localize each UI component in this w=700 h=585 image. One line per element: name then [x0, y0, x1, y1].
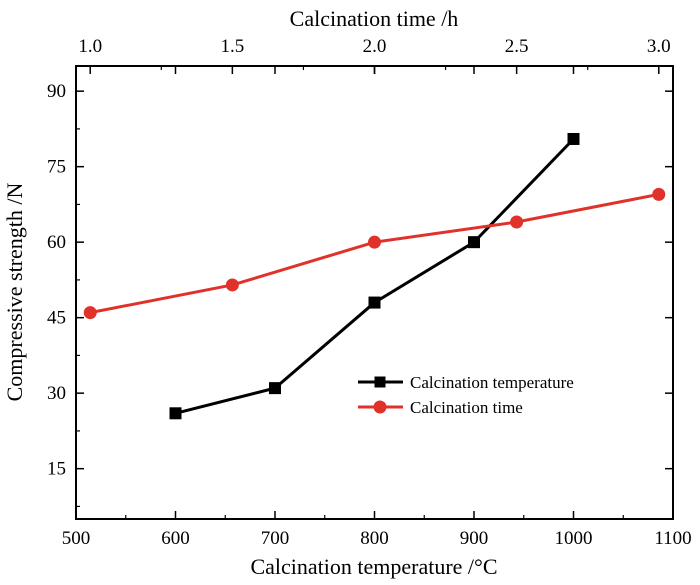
data-point-circle	[83, 306, 97, 320]
y-tick-label: 45	[47, 308, 66, 329]
x-tick-label: 600	[161, 528, 190, 549]
x-tick-label: 500	[62, 528, 91, 549]
x2-tick-label: 2.5	[505, 36, 529, 57]
legend: Calcination temperature Calcination time	[358, 373, 574, 417]
y-tick-label: 30	[47, 383, 66, 404]
y-tick-label: 60	[47, 232, 66, 253]
legend-label-time: Calcination time	[410, 398, 523, 417]
x2-axis-title: Calcination time /h	[290, 6, 459, 31]
data-point-circle	[225, 278, 239, 292]
data-point-square	[567, 132, 580, 145]
series-line-calcination-time	[89, 192, 660, 315]
tick-labels: 500 600 700 800 900 1000 1100 1.0 1.5 2.0 2.5 3.0 15…	[47, 36, 692, 549]
x-tick-label: 1000	[555, 528, 593, 549]
y-tick-label: 75	[47, 157, 66, 178]
data-point-square	[468, 236, 480, 249]
data-point-square	[368, 296, 381, 309]
plot-frame	[75, 65, 674, 520]
data-point-circle	[510, 215, 524, 229]
x-tick-label: 1100	[654, 528, 691, 549]
data-point-circle	[652, 187, 666, 201]
x2-tick-label: 1.5	[220, 36, 244, 57]
legend-marker-square	[374, 376, 386, 388]
x-tick-label: 700	[261, 528, 290, 549]
x-tick-label: 800	[360, 528, 389, 549]
x-tick-label: 900	[460, 528, 489, 549]
legend-label-temperature: Calcination temperature	[410, 373, 574, 392]
x2-tick-label: 1.0	[78, 36, 102, 57]
data-point-circle	[368, 235, 381, 249]
data-point-square	[269, 382, 281, 395]
tick-marks	[75, 66, 674, 519]
y-axis-title: Compressive strength /N	[2, 183, 27, 402]
x2-tick-label: 3.0	[647, 36, 671, 57]
legend-marker-circle	[373, 400, 387, 414]
x-axis-title: Calcination temperature /°C	[250, 554, 497, 579]
y-tick-label: 90	[47, 81, 66, 102]
series-layer	[83, 132, 666, 420]
data-point-square	[169, 407, 182, 420]
x2-tick-label: 2.0	[363, 36, 387, 57]
y-tick-label: 15	[47, 459, 66, 480]
